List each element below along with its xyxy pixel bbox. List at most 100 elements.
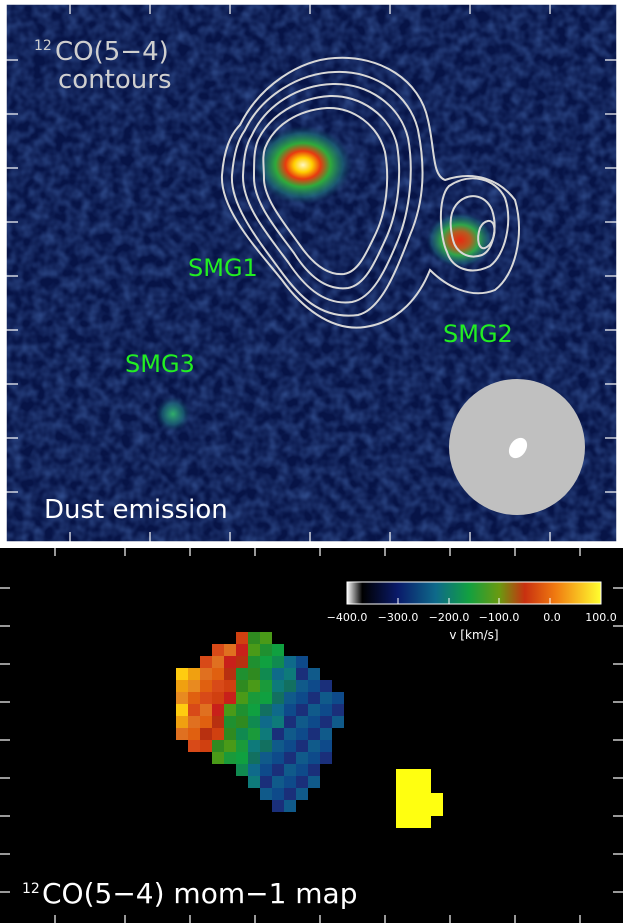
velocity-pixel [296,692,308,704]
velocity-pixel [284,656,296,668]
velocity-pixel [224,704,236,716]
velocity-pixel [248,644,260,656]
velocity-pixel [236,740,248,752]
velocity-pixel [260,740,272,752]
velocity-pixel [236,728,248,740]
velocity-pixel [212,728,224,740]
co-contours [220,56,520,329]
velocity-pixel [308,704,320,716]
velocity-pixel [272,800,284,812]
velocity-pixel [272,680,284,692]
mom1-label-superscript: 12 [22,881,40,897]
velocity-pixel [272,704,284,716]
velocity-pixel [248,668,260,680]
velocity-pixel [296,752,308,764]
velocity-pixel [284,788,296,800]
velocity-pixel [284,752,296,764]
smg2-velocity-blob [396,769,443,828]
velocity-pixel [260,728,272,740]
velocity-pixel [236,644,248,656]
velocity-pixel [212,680,224,692]
velocity-pixel [308,680,320,692]
velocity-pixel [284,764,296,776]
velocity-pixel [284,692,296,704]
velocity-pixel [176,680,188,692]
smg1-label: SMG1 [188,254,258,282]
velocity-pixel [332,704,344,716]
velocity-pixel [260,680,272,692]
velocity-pixel [188,740,200,752]
velocity-pixel [188,692,200,704]
colorbar [346,581,602,605]
moment1-panel: −400.0 −300.0 −200.0 −100.0 0.0 100.0 v … [0,548,623,923]
velocity-pixel [224,680,236,692]
velocity-pixel [320,740,332,752]
velocity-pixel [260,704,272,716]
velocity-field [176,632,344,812]
velocity-pixel [200,680,212,692]
colorbar-tick-label: −200.0 [429,611,470,624]
velocity-pixel [224,668,236,680]
velocity-pixel [224,728,236,740]
velocity-pixel [272,776,284,788]
velocity-pixel [248,692,260,704]
dust-emission-label: Dust emission [44,495,228,525]
dust-emission-panel: 12 CO(5−4) contours SMG1 SMG2 SMG3 Dust … [5,3,618,543]
velocity-pixel [260,716,272,728]
velocity-pixel [236,668,248,680]
beam-inner-ellipse [508,437,528,459]
velocity-pixel [224,644,236,656]
velocity-pixel [248,764,260,776]
velocity-pixel [260,656,272,668]
velocity-pixel [176,704,188,716]
velocity-pixel [248,704,260,716]
velocity-pixel [284,680,296,692]
velocity-pixel [272,716,284,728]
velocity-pixel [188,680,200,692]
velocity-pixel [296,716,308,728]
velocity-pixel [308,776,320,788]
velocity-pixel [260,788,272,800]
velocity-pixel [296,764,308,776]
contour-label-line2: contours [58,65,172,95]
velocity-pixel [224,656,236,668]
velocity-pixel [188,728,200,740]
velocity-pixel [272,656,284,668]
top-ticks [6,4,617,542]
velocity-pixel [200,668,212,680]
velocity-pixel [284,728,296,740]
velocity-pixel [284,776,296,788]
velocity-pixel [272,668,284,680]
velocity-pixel [308,728,320,740]
velocity-pixel [260,668,272,680]
velocity-pixel [224,752,236,764]
velocity-pixel [236,764,248,776]
velocity-pixel [212,752,224,764]
velocity-pixel [248,656,260,668]
velocity-pixel [272,692,284,704]
velocity-pixel [260,776,272,788]
smg1-emission [253,125,353,205]
velocity-pixel [212,656,224,668]
velocity-pixel [272,788,284,800]
velocity-pixel [284,716,296,728]
colorbar-title: v [km/s] [449,628,498,642]
velocity-pixel [212,716,224,728]
colorbar-tick-label: −400.0 [327,611,368,624]
velocity-pixel [320,728,332,740]
velocity-pixel [248,680,260,692]
velocity-pixel [320,704,332,716]
velocity-pixel [296,788,308,800]
velocity-pixel [200,704,212,716]
velocity-pixel [248,740,260,752]
velocity-pixel [188,668,200,680]
velocity-pixel [296,776,308,788]
velocity-pixel [308,668,320,680]
velocity-pixel [260,692,272,704]
colorbar-tick-label: 100.0 [585,611,617,624]
velocity-pixel [284,668,296,680]
velocity-pixel [308,752,320,764]
contour-label-line1: CO(5−4) [55,37,169,67]
velocity-pixel [284,800,296,812]
velocity-pixel [224,740,236,752]
